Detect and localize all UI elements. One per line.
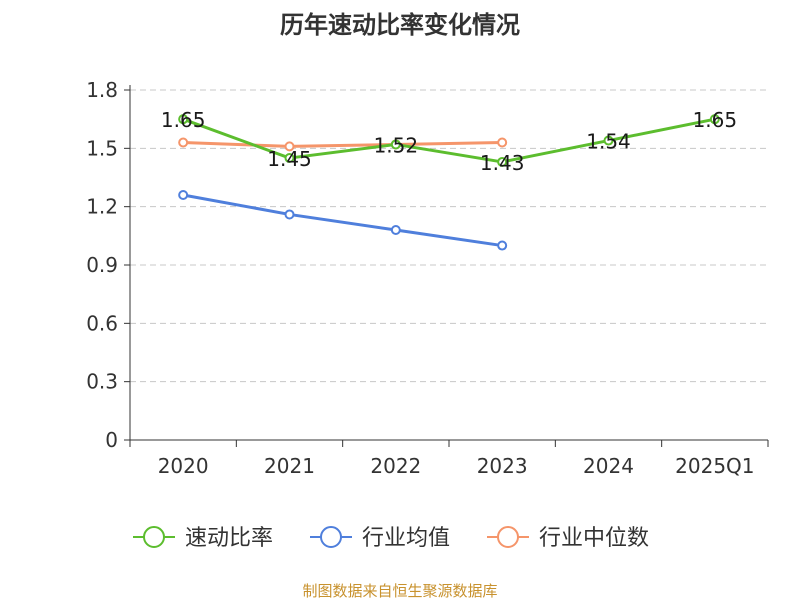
series-line [183, 141, 503, 148]
data-label: 1.52 [374, 133, 419, 157]
data-label: 1.65 [161, 108, 206, 132]
data-point [709, 114, 720, 125]
data-point [390, 225, 401, 235]
data-point [284, 209, 295, 220]
data-point [178, 114, 189, 125]
legend-label: 行业中位数 [539, 526, 649, 551]
y-tick-label: 0.9 [86, 253, 118, 277]
y-tick-label: 0.3 [86, 370, 118, 394]
y-tick-label: 0 [105, 428, 118, 452]
x-tick-label: 2020 [158, 454, 209, 478]
series-line [182, 117, 716, 164]
data-point [178, 137, 189, 148]
chart-title: 历年速动比率变化情况 [280, 11, 520, 39]
legend-marker [497, 526, 519, 548]
legend-label: 速动比率 [185, 526, 273, 551]
legend-label: 行业均值 [362, 526, 450, 551]
y-tick-label: 1.5 [86, 136, 118, 160]
legend-marker [143, 526, 165, 548]
source-note: 制图数据来自恒生聚源数据库 [302, 582, 497, 600]
x-tick-label: 2023 [477, 454, 528, 478]
data-point [284, 141, 295, 152]
data-point [497, 137, 508, 148]
legend-marker [320, 526, 342, 548]
y-tick-label: 0.6 [86, 311, 118, 335]
data-label: 1.43 [480, 151, 525, 175]
data-point [497, 240, 508, 251]
series-layer [178, 114, 720, 251]
data-point [497, 156, 508, 167]
x-tick-label: 2022 [370, 454, 421, 478]
data-label: 1.54 [586, 130, 631, 154]
x-tick-label: 2024 [583, 454, 634, 478]
y-tick-label: 1.8 [86, 78, 118, 102]
data-label: 1.65 [693, 108, 738, 132]
data-point [284, 153, 295, 164]
series-line [182, 193, 503, 248]
y-tick-label: 1.2 [86, 195, 118, 219]
x-tick-label: 2021 [264, 454, 315, 478]
axes: 0 0.3 0.6 0.9 1.2 1.5 1.8 2020 2021 2022 2023 2024 2… [86, 78, 769, 478]
data-labels: 1.65 1.45 1.52 1.43 1.54 1.65 [161, 108, 737, 175]
legend: 速动比率 行业均值 行业中位数 [133, 526, 649, 551]
grid [130, 89, 768, 383]
data-point [178, 190, 189, 200]
data-point [390, 139, 401, 150]
data-point [603, 135, 614, 146]
data-label: 1.45 [267, 147, 312, 171]
x-tick-label: 2025Q1 [675, 454, 754, 478]
